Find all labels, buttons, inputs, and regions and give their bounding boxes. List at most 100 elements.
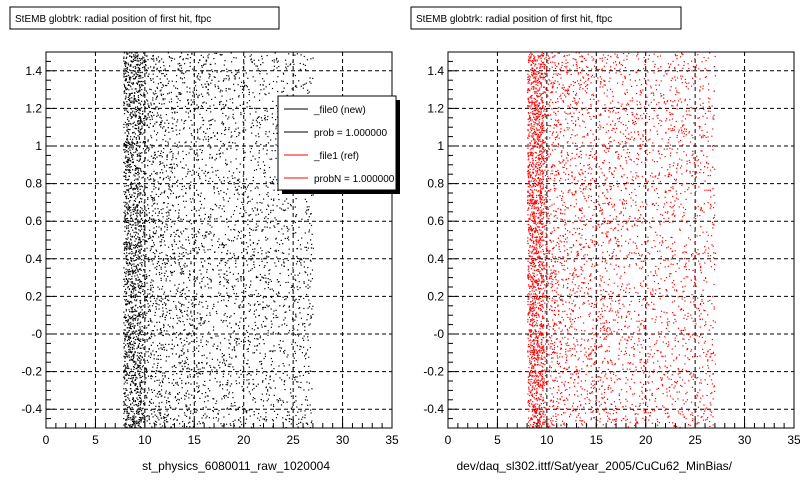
data-point [261,326,263,328]
data-point [148,179,150,181]
data-point [201,296,203,298]
data-point [304,410,306,412]
data-point [159,316,161,318]
data-point [127,246,129,248]
data-point [259,73,261,75]
data-point [295,315,297,317]
data-point [268,251,270,253]
data-point [158,299,161,301]
data-point [140,338,142,340]
data-point [176,164,178,166]
data-point [290,392,292,394]
data-point [244,84,246,86]
data-point [123,329,125,331]
data-point [159,176,161,179]
data-point [241,201,243,203]
data-point [216,348,218,350]
data-point [172,348,174,350]
data-point [137,359,139,361]
data-point [189,426,191,428]
data-point [129,244,131,246]
data-point [290,63,292,65]
data-point [283,351,285,353]
data-point [145,377,147,379]
data-point [237,280,239,282]
data-point [189,418,191,420]
data-point [136,358,139,360]
data-point [142,347,144,349]
data-point [130,214,132,216]
data-point [129,261,131,263]
data-point [226,163,228,165]
data-point [262,381,264,383]
data-point [146,215,148,217]
data-point [126,258,128,260]
data-point [169,179,171,181]
data-point [166,215,168,217]
data-point [125,275,127,277]
data-point [310,82,312,84]
data-point [137,315,139,318]
data-point [141,198,143,200]
data-point [289,388,292,390]
data-point [230,405,232,407]
data-point [131,281,134,283]
data-point [131,332,133,334]
data-point [281,324,283,326]
data-point [196,104,198,106]
data-point [308,365,310,367]
data-point [247,359,249,361]
data-point [193,325,195,327]
data-point [274,387,276,389]
data-point [298,80,300,82]
data-point [132,162,134,164]
data-point [246,251,248,253]
data-point [189,188,191,190]
data-point [127,285,129,288]
data-point [296,376,298,378]
data-point [130,60,132,62]
data-point [141,71,143,73]
data-point [285,59,287,61]
data-point [242,66,244,68]
data-point [166,155,168,157]
data-point [134,319,136,321]
data-point [144,194,146,197]
data-point [126,129,128,131]
data-point [175,125,177,127]
data-point [125,283,127,285]
data-point [124,64,126,66]
data-point [247,201,249,203]
data-point [175,129,177,131]
data-point [128,329,130,332]
data-point [216,370,218,373]
data-point [190,312,192,314]
data-point [165,360,167,362]
data-point [190,324,192,326]
data-point [171,245,173,247]
data-point [240,421,242,423]
data-point [130,172,132,174]
data-point [125,109,127,111]
data-point [133,415,135,417]
data-point [158,379,160,381]
data-point [126,407,129,409]
data-point [146,277,148,279]
data-point [134,234,137,236]
data-point [132,78,135,80]
data-point [207,395,209,397]
data-point [216,400,218,402]
data-point [139,397,141,399]
data-point [227,250,229,252]
data-point [171,185,173,187]
data-point [201,66,203,68]
data-point [312,77,314,79]
data-point [142,112,144,115]
data-point [230,336,232,338]
data-point [126,225,128,227]
data-point [216,52,218,54]
data-point [145,367,147,369]
data-point [280,239,282,241]
data-point [269,376,271,378]
data-point [134,299,136,301]
